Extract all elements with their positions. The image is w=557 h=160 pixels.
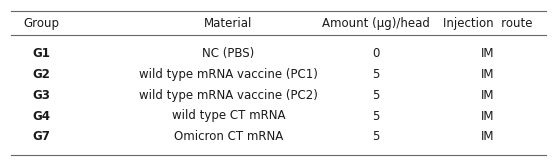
Text: G1: G1	[33, 47, 51, 60]
Text: NC (PBS): NC (PBS)	[202, 47, 255, 60]
Text: Omicron CT mRNA: Omicron CT mRNA	[174, 130, 283, 143]
Text: Injection  route: Injection route	[443, 17, 532, 30]
Text: G2: G2	[33, 68, 51, 81]
Text: 5: 5	[372, 89, 380, 102]
Text: IM: IM	[481, 89, 494, 102]
Text: Group: Group	[24, 17, 60, 30]
Text: wild type mRNA vaccine (PC1): wild type mRNA vaccine (PC1)	[139, 68, 318, 81]
Text: IM: IM	[481, 109, 494, 123]
Text: IM: IM	[481, 47, 494, 60]
Text: wild type mRNA vaccine (PC2): wild type mRNA vaccine (PC2)	[139, 89, 318, 102]
Text: Material: Material	[204, 17, 252, 30]
Text: wild type CT mRNA: wild type CT mRNA	[172, 109, 285, 123]
Text: Amount (μg)/head: Amount (μg)/head	[322, 17, 430, 30]
Text: 5: 5	[372, 130, 380, 143]
Text: IM: IM	[481, 130, 494, 143]
Text: 0: 0	[372, 47, 380, 60]
Text: 5: 5	[372, 68, 380, 81]
Text: G7: G7	[33, 130, 51, 143]
Text: 5: 5	[372, 109, 380, 123]
Text: G4: G4	[33, 109, 51, 123]
Text: G3: G3	[33, 89, 51, 102]
Text: IM: IM	[481, 68, 494, 81]
